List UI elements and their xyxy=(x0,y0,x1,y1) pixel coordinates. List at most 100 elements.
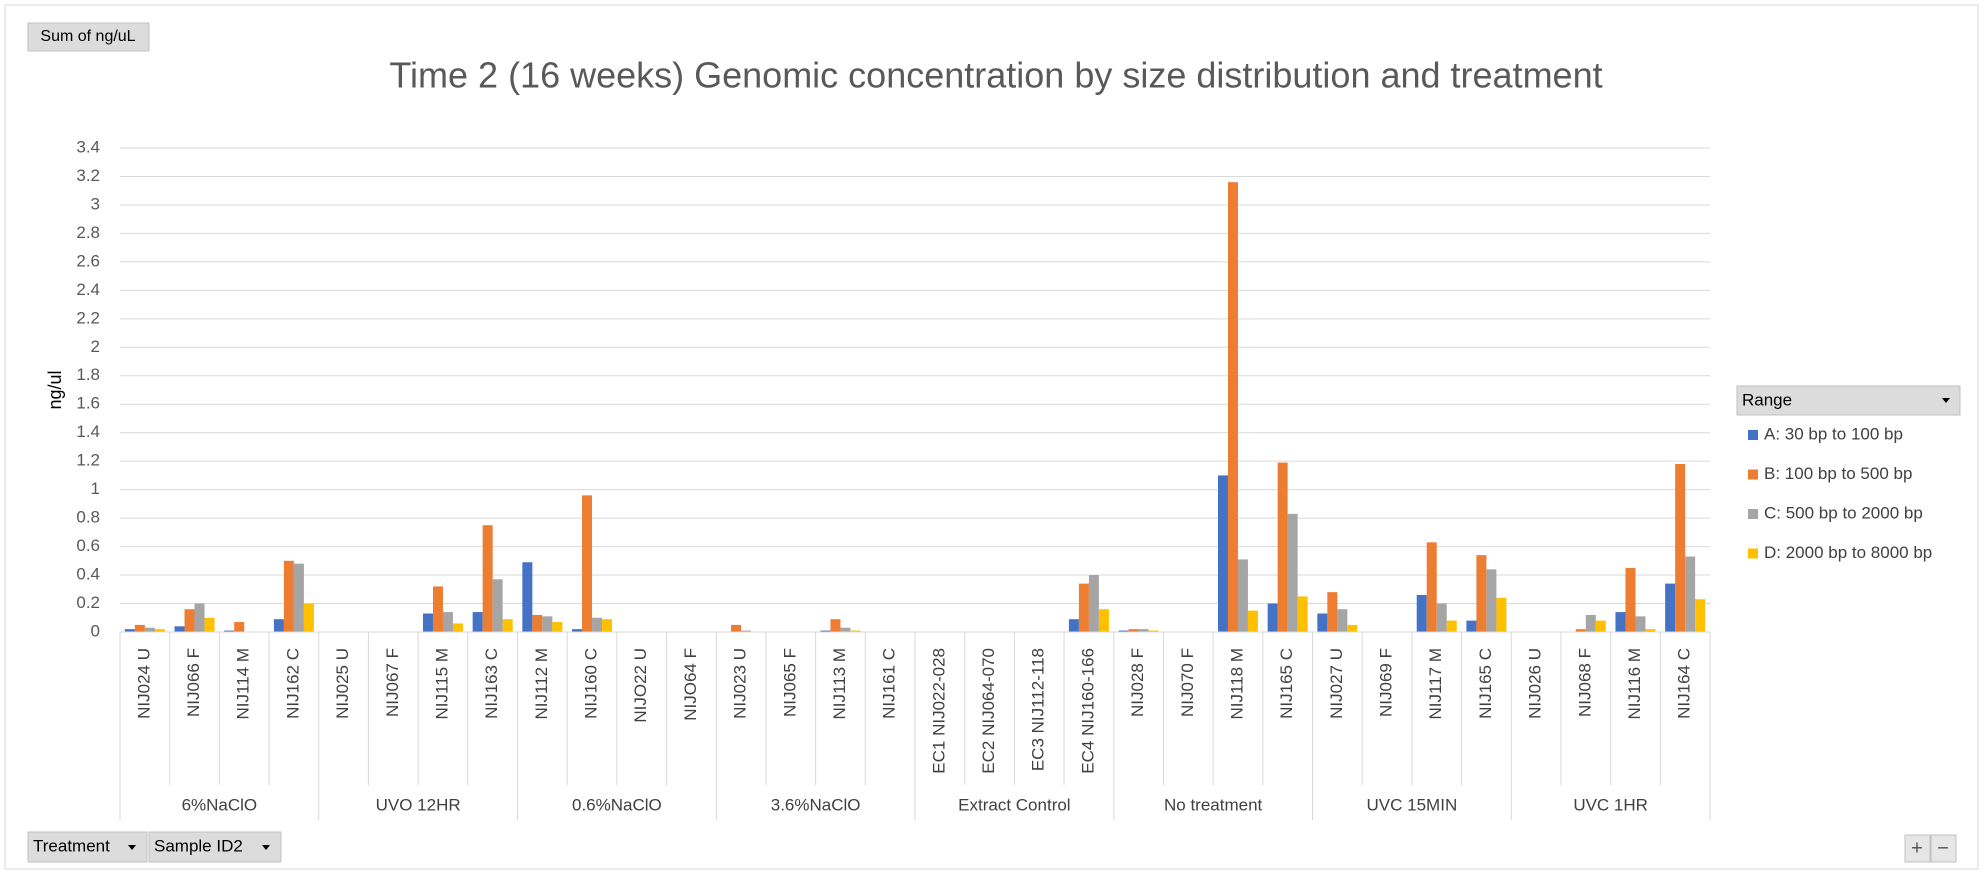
bar xyxy=(1665,583,1676,632)
y-tick-label: 0.2 xyxy=(76,593,100,612)
bar xyxy=(1645,629,1656,632)
bar xyxy=(1287,513,1298,632)
value-field-button[interactable] xyxy=(27,22,150,52)
bar xyxy=(432,586,443,632)
legend-label: C: 500 bp to 2000 bp xyxy=(1764,503,1923,522)
bar xyxy=(472,612,483,632)
axis-field-label: Sample ID2 xyxy=(154,836,243,855)
bar xyxy=(422,613,433,632)
x-tick-label: NIJ165 C xyxy=(1277,648,1296,719)
bar xyxy=(134,624,145,632)
y-tick-label: 1.8 xyxy=(76,365,100,384)
zoom-in-button[interactable] xyxy=(1904,834,1931,863)
bar xyxy=(1138,629,1149,632)
bar xyxy=(1118,630,1129,632)
bar xyxy=(1068,619,1079,632)
bar xyxy=(303,603,314,632)
x-tick-label: NIJ069 F xyxy=(1377,648,1396,717)
x-tick-label: NIJ113 M xyxy=(830,648,849,720)
zoom-out-button[interactable] xyxy=(1930,834,1957,863)
value-field-label: Sum of ng/uL xyxy=(40,28,135,45)
group-label: 3.6%NaClO xyxy=(771,795,861,814)
bar xyxy=(1496,597,1507,632)
y-tick-label: 1 xyxy=(91,479,100,498)
legend-swatch xyxy=(1748,548,1758,559)
bar xyxy=(124,629,135,632)
legend-header[interactable] xyxy=(1736,385,1961,416)
y-tick-label: 2 xyxy=(91,337,100,356)
group-label: UVC 1HR xyxy=(1573,795,1648,814)
bar xyxy=(572,629,583,632)
dropdown-arrow xyxy=(1942,398,1950,403)
x-tick-label: NIJ115 M xyxy=(432,648,451,720)
bar xyxy=(1466,620,1477,632)
bar xyxy=(1088,575,1099,632)
bar xyxy=(522,562,533,632)
x-tick-label: NIJ165 C xyxy=(1476,648,1495,719)
x-tick-label: EC4 NIJ160-166 xyxy=(1078,648,1097,774)
bar xyxy=(1585,614,1596,632)
group-label: UVC 15MIN xyxy=(1367,795,1458,814)
bar xyxy=(820,630,831,632)
legend-title: Range xyxy=(1742,390,1792,409)
x-tick-label: NIJ116 M xyxy=(1625,648,1644,720)
group-label: 6%NaClO xyxy=(182,795,258,814)
bar xyxy=(1635,616,1646,632)
bar xyxy=(1078,583,1089,632)
bar xyxy=(1446,620,1457,632)
x-tick-label: NIJ067 F xyxy=(383,648,402,717)
legend-swatch xyxy=(1748,509,1758,519)
bar xyxy=(1128,629,1139,632)
bar xyxy=(1148,630,1159,632)
bar xyxy=(1217,475,1228,632)
axis-field-button[interactable] xyxy=(148,831,282,863)
bar xyxy=(602,619,613,632)
x-tick-label: NIJ163 C xyxy=(482,648,501,719)
x-tick-label: NIJ026 U xyxy=(1526,648,1545,719)
bar xyxy=(1277,462,1288,632)
legend-label: D: 2000 bp to 8000 bp xyxy=(1764,543,1932,562)
bar xyxy=(840,627,851,632)
x-tick-label: NIJ025 U xyxy=(333,648,352,719)
bar xyxy=(741,630,752,632)
x-tick-label: NIJ065 F xyxy=(780,648,799,717)
axis-field-button[interactable] xyxy=(27,831,148,863)
y-tick-label: 1.4 xyxy=(76,422,100,441)
y-tick-label: 2.6 xyxy=(76,251,100,270)
y-tick-label: 2.2 xyxy=(76,308,100,327)
bar xyxy=(194,603,205,632)
bar xyxy=(850,630,861,632)
x-tick-label: NIJ161 C xyxy=(880,648,899,719)
y-tick-label: 0.4 xyxy=(76,565,100,584)
bar xyxy=(1615,612,1626,632)
bar xyxy=(1237,559,1248,632)
group-label: Extract Control xyxy=(958,795,1070,814)
bar xyxy=(1297,596,1308,632)
zoom-in-label: + xyxy=(1911,837,1923,859)
legend-swatch xyxy=(1748,469,1758,480)
x-tick-label: NIJ068 F xyxy=(1575,648,1594,717)
y-tick-label: 0.8 xyxy=(76,508,100,527)
bar xyxy=(442,612,453,632)
x-tick-label: NIJO22 U xyxy=(631,648,650,723)
bar xyxy=(1426,542,1437,632)
axis-field-label: Treatment xyxy=(33,836,110,855)
y-tick-label: 0 xyxy=(91,621,100,640)
y-tick-label: 1.2 xyxy=(76,451,100,470)
bar xyxy=(1486,569,1497,632)
x-tick-label: NIJ028 F xyxy=(1128,648,1147,717)
bar xyxy=(1476,555,1487,632)
x-tick-label: NIJ114 M xyxy=(234,648,253,720)
bar xyxy=(452,623,463,632)
bar xyxy=(1436,603,1447,632)
x-tick-label: NIJ117 M xyxy=(1426,648,1445,720)
bar xyxy=(592,617,603,632)
x-tick-label: NIJ162 C xyxy=(283,648,302,719)
bar xyxy=(184,609,195,632)
bar xyxy=(1337,609,1348,632)
bar xyxy=(1625,567,1636,632)
y-tick-label: 3 xyxy=(91,194,100,213)
x-tick-label: NIJ112 M xyxy=(532,648,551,720)
x-tick-label: NIJO64 F xyxy=(681,648,700,721)
